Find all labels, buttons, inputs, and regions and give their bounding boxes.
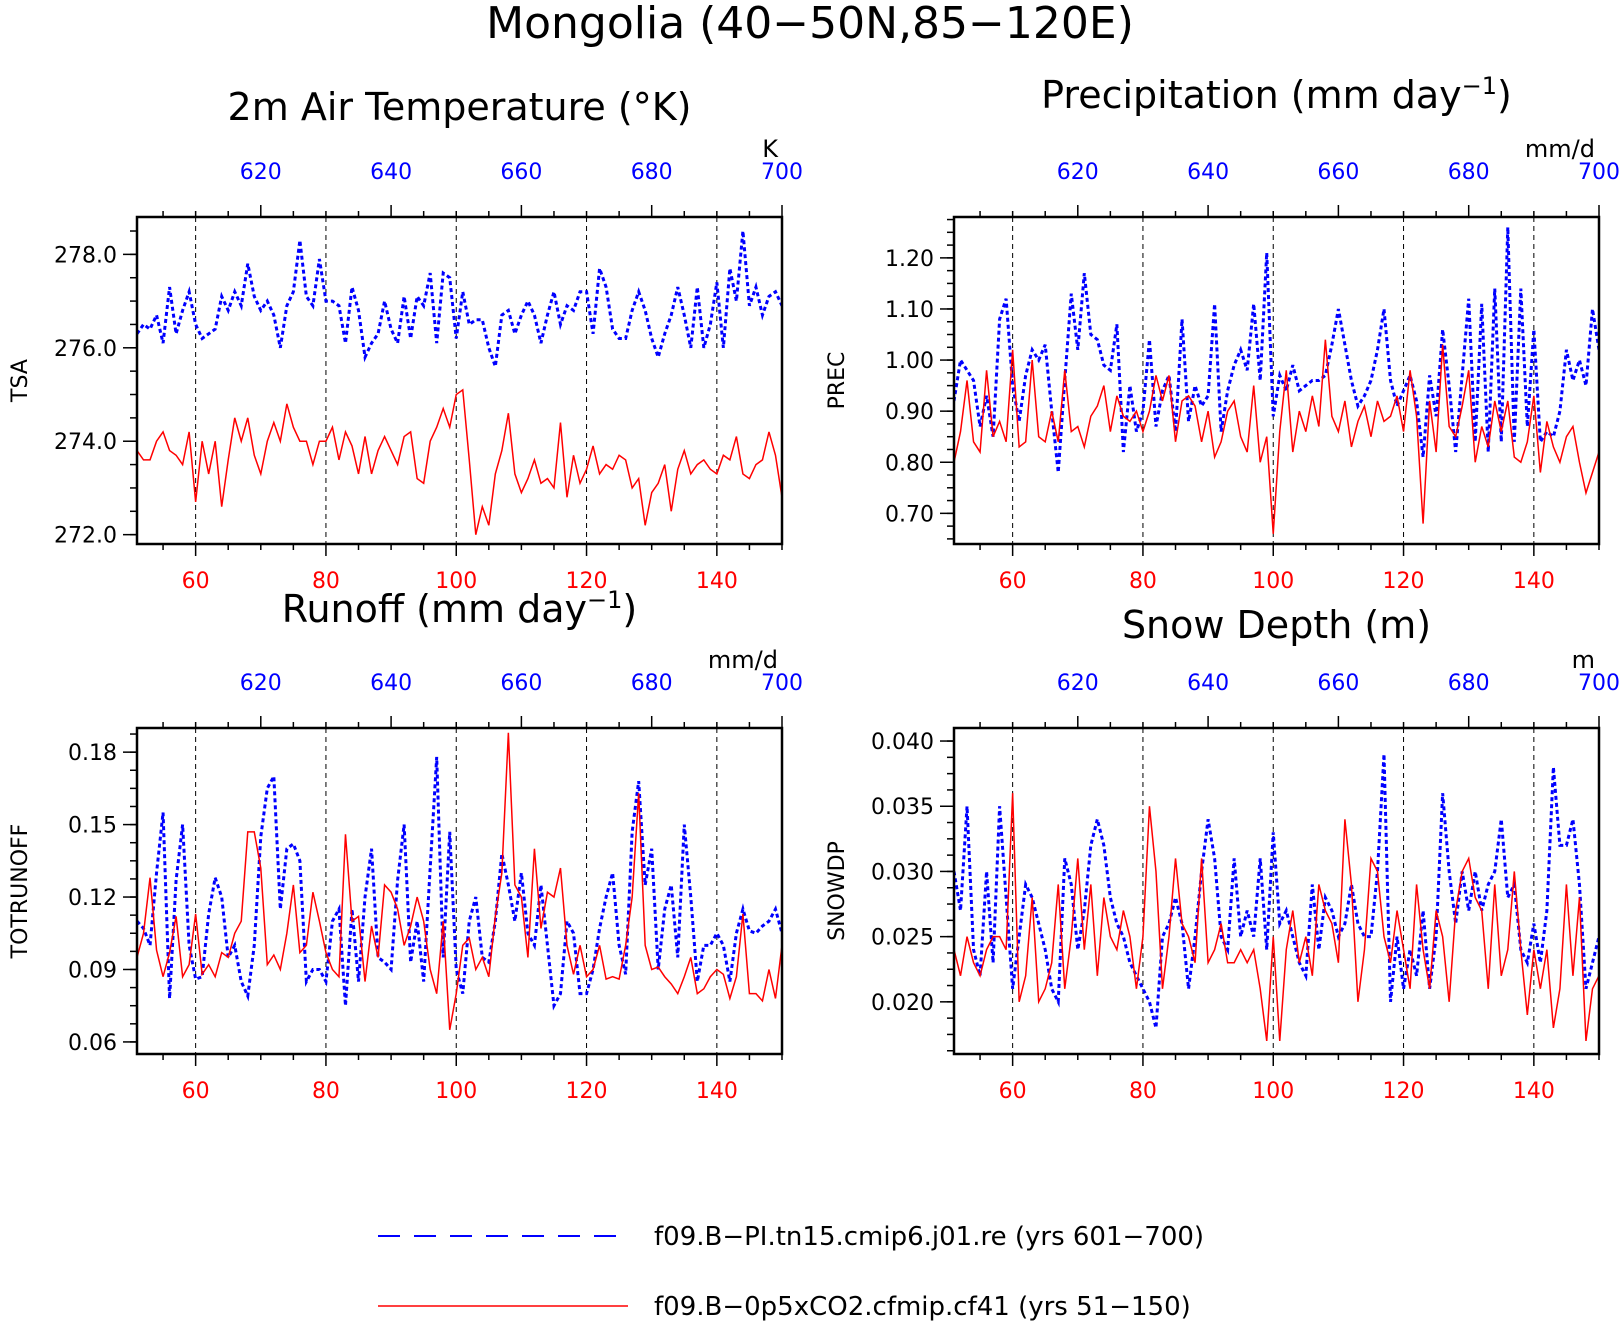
y-tick-label: 0.12 [68, 886, 117, 911]
x-bottom-tick-label: 140 [696, 569, 738, 594]
y-tick-label: 0.70 [885, 502, 934, 527]
y-tick-label: 0.90 [885, 400, 934, 425]
y-tick-label: 0.035 [871, 795, 934, 820]
x-top-tick-label: 700 [1578, 671, 1620, 696]
y-tick-label: 274.0 [54, 430, 117, 455]
x-top-tick-label: 680 [1448, 671, 1490, 696]
y-axis-label: PREC [825, 352, 850, 410]
y-tick-label: 1.00 [885, 349, 934, 374]
x-top-tick-label: 660 [500, 671, 542, 696]
series-line-experiment [137, 732, 782, 1030]
x-top-tick-label: 660 [1317, 160, 1359, 185]
y-tick-label: 1.20 [885, 247, 934, 272]
y-tick-label: 0.020 [871, 991, 934, 1016]
x-bottom-tick-label: 100 [1252, 569, 1294, 594]
y-tick-label: 0.18 [68, 741, 117, 766]
y-tick-label: 0.15 [68, 814, 117, 839]
series-line-control [137, 756, 782, 1011]
x-top-tick-label: 680 [631, 671, 673, 696]
panel-title: 2m Air Temperature (°K) [228, 85, 692, 129]
x-bottom-tick-label: 60 [182, 569, 210, 594]
x-bottom-tick-label: 140 [696, 1079, 738, 1104]
x-top-tick-label: 700 [761, 160, 803, 185]
x-top-tick-label: 700 [761, 671, 803, 696]
panel-title: Precipitation (mm day−1) [1041, 72, 1512, 117]
x-bottom-tick-label: 80 [1129, 1079, 1157, 1104]
x-bottom-tick-label: 80 [1129, 569, 1157, 594]
panel-totrunoff: Runoff (mm day−1) 0.06 0.09 0.12 0.15 0.18 60 8… [8, 586, 803, 1104]
x-bottom-tick-label: 120 [1383, 569, 1425, 594]
x-bottom-tick-label: 60 [999, 569, 1027, 594]
plot-frame [952, 726, 1601, 1056]
y-tick-label: 272.0 [54, 524, 117, 549]
x-top-tick-label: 700 [1578, 160, 1620, 185]
series-line-experiment [137, 388, 782, 535]
x-top-tick-label: 660 [1317, 671, 1359, 696]
x-bottom-tick-label: 120 [566, 569, 608, 594]
x-bottom-tick-label: 100 [435, 1079, 477, 1104]
x-bottom-tick-label: 60 [182, 1079, 210, 1104]
y-tick-label: 0.030 [871, 860, 934, 885]
x-top-tick-label: 620 [240, 160, 282, 185]
y-tick-label: 278.0 [54, 243, 117, 268]
y-tick-label: 1.10 [885, 298, 934, 323]
panel-prec: Precipitation (mm day−1) 0.70 0.80 0.90 1.00… [825, 72, 1620, 594]
x-bottom-tick-label: 120 [566, 1079, 608, 1104]
plot-frame [135, 726, 784, 1056]
y-tick-label: 0.025 [871, 926, 934, 951]
series-line-control [954, 227, 1599, 473]
plot-frame [952, 215, 1601, 546]
y-tick-label: 0.80 [885, 451, 934, 476]
series-line-experiment [954, 339, 1599, 534]
x-top-tick-label: 620 [1057, 671, 1099, 696]
x-top-tick-label: 640 [1187, 671, 1229, 696]
y-tick-label: 0.06 [68, 1031, 117, 1056]
x-top-tick-label: 640 [1187, 160, 1229, 185]
panels: 2m Air Temperature (°K) 272.0 274.0 276.0 27… [8, 72, 1620, 1104]
units-label: m [1572, 646, 1595, 674]
legend-item-experiment: f09.B−0p5xCO2.cfmip.cf41 (yrs 51−150) [378, 1292, 1191, 1322]
units-label: mm/d [708, 646, 778, 674]
x-bottom-tick-label: 60 [999, 1079, 1027, 1104]
units-label: mm/d [1525, 135, 1595, 163]
series-line-experiment [954, 793, 1599, 1042]
y-axis-label: SNOWDP [825, 841, 850, 941]
x-top-tick-label: 640 [370, 671, 412, 696]
x-top-tick-label: 620 [1057, 160, 1099, 185]
y-axis-label: TOTRUNOFF [8, 824, 33, 960]
x-bottom-tick-label: 120 [1383, 1079, 1425, 1104]
x-top-tick-label: 680 [631, 160, 673, 185]
plot-frame [135, 215, 784, 546]
x-bottom-tick-label: 100 [435, 569, 477, 594]
y-tick-label: 276.0 [54, 337, 117, 362]
x-top-tick-label: 620 [240, 671, 282, 696]
legend-item-control: f09.B−PI.tn15.cmip6.j01.re (yrs 601−700) [378, 1222, 1204, 1252]
x-bottom-tick-label: 140 [1513, 1079, 1555, 1104]
panel-title: Runoff (mm day−1) [282, 586, 637, 631]
legend-label-experiment: f09.B−0p5xCO2.cfmip.cf41 (yrs 51−150) [654, 1292, 1191, 1322]
x-top-tick-label: 680 [1448, 160, 1490, 185]
x-bottom-tick-label: 140 [1513, 569, 1555, 594]
x-bottom-tick-label: 80 [312, 1079, 340, 1104]
series-line-control [137, 230, 782, 367]
x-bottom-tick-label: 80 [312, 569, 340, 594]
x-top-tick-label: 640 [370, 160, 412, 185]
y-axis-label: TSA [8, 359, 33, 403]
legend-label-control: f09.B−PI.tn15.cmip6.j01.re (yrs 601−700) [654, 1222, 1204, 1252]
panel-title: Snow Depth (m) [1122, 603, 1431, 647]
panel-tsa: 2m Air Temperature (°K) 272.0 274.0 276.0 27… [8, 85, 803, 594]
legend: f09.B−PI.tn15.cmip6.j01.re (yrs 601−700)… [378, 1222, 1204, 1322]
y-tick-label: 0.09 [68, 958, 117, 983]
figure-title: Mongolia (40−50N,85−120E) [486, 0, 1134, 49]
x-bottom-tick-label: 100 [1252, 1079, 1294, 1104]
x-top-tick-label: 660 [500, 160, 542, 185]
units-label: K [762, 135, 779, 163]
panel-snowdp: Snow Depth (m) 0.020 0.025 0.030 0.035 0.040 6… [825, 603, 1620, 1104]
y-tick-label: 0.040 [871, 730, 934, 755]
